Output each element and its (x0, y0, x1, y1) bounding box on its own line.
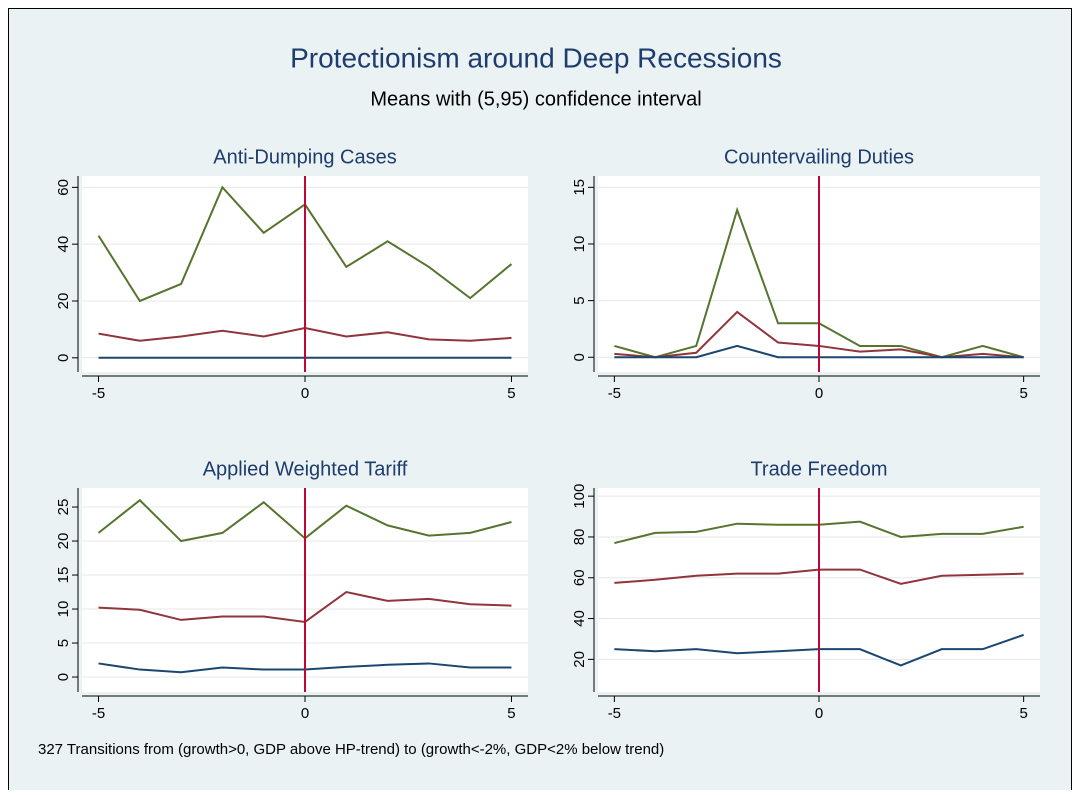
x-tick-label: -5 (92, 385, 105, 402)
panel-title: Countervailing Duties (724, 146, 914, 168)
y-tick-label: 15 (571, 179, 588, 196)
y-tick-label: 40 (55, 236, 72, 253)
y-tick-label: 20 (55, 293, 72, 310)
y-tick-label: 5 (55, 639, 72, 647)
y-tick-label: 80 (571, 529, 588, 546)
y-tick-label: 0 (55, 354, 72, 362)
y-tick-label: 40 (571, 610, 588, 627)
y-tick-label: 10 (571, 236, 588, 253)
y-tick-label: 20 (55, 533, 72, 550)
panel-title: Applied Weighted Tariff (203, 458, 408, 480)
panel-title: Trade Freedom (750, 458, 887, 480)
x-tick-label: -5 (608, 385, 621, 402)
y-tick-label: 0 (55, 673, 72, 681)
note: 327 Transitions from (growth>0, GDP abov… (38, 741, 664, 758)
y-tick-label: 0 (571, 353, 588, 361)
x-tick-label: 0 (815, 385, 823, 402)
chart-title: Protectionism around Deep Recessions (290, 42, 782, 73)
panel-title: Anti-Dumping Cases (213, 146, 396, 168)
x-tick-label: 5 (1019, 385, 1027, 402)
x-tick-label: 0 (301, 705, 309, 722)
y-tick-label: 100 (571, 484, 588, 509)
y-tick-label: 60 (55, 179, 72, 196)
y-tick-label: 25 (55, 499, 72, 516)
x-tick-label: -5 (608, 705, 621, 722)
y-tick-label: 5 (571, 296, 588, 304)
x-tick-label: 5 (507, 705, 515, 722)
chart-subtitle: Means with (5,95) confidence interval (370, 88, 701, 110)
y-tick-label: 10 (55, 601, 72, 618)
x-tick-label: 0 (815, 705, 823, 722)
y-tick-label: 15 (55, 567, 72, 584)
x-tick-label: -5 (92, 705, 105, 722)
x-tick-label: 5 (1019, 705, 1027, 722)
y-tick-label: 60 (571, 569, 588, 586)
x-tick-label: 0 (301, 385, 309, 402)
x-tick-label: 5 (507, 385, 515, 402)
y-tick-label: 20 (571, 651, 588, 668)
